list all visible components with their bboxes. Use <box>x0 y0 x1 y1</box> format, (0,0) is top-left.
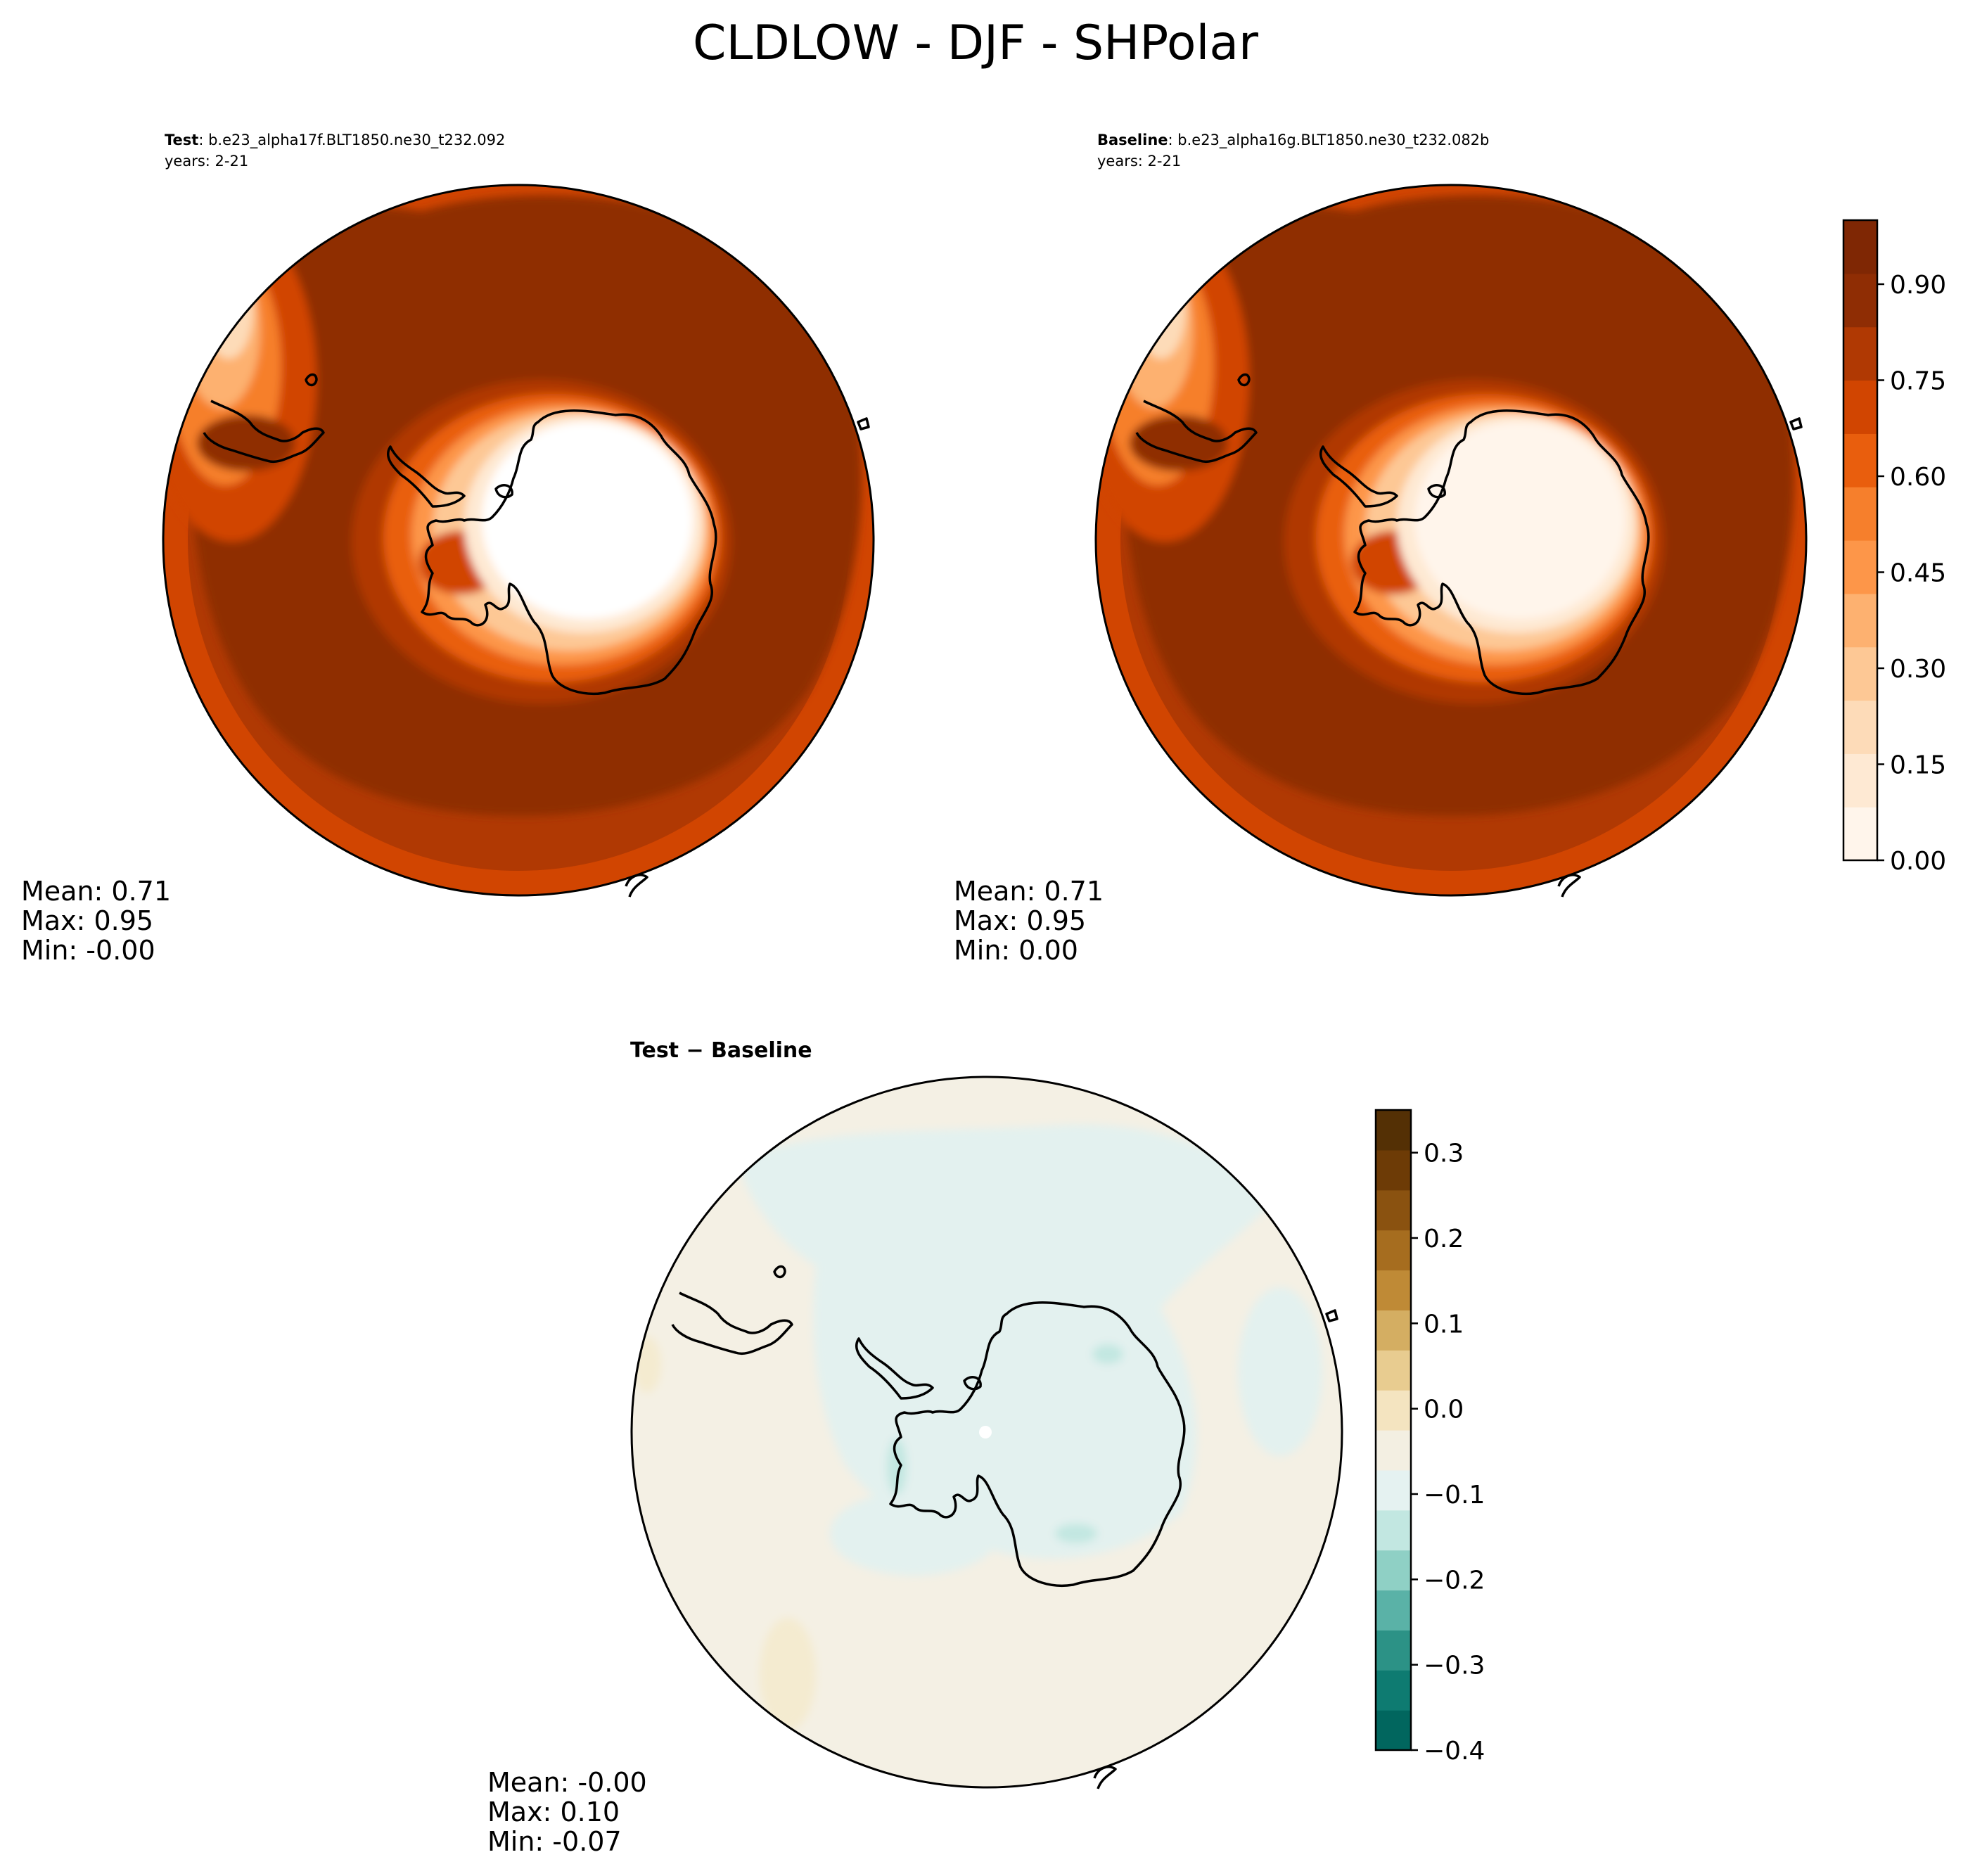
colorbar-main-color-block <box>1843 593 1877 648</box>
colorbar-diff-tick-label: −0.1 <box>1424 1481 1485 1510</box>
baseline-years: years: 2-21 <box>1097 153 1181 170</box>
test-map-boundary <box>162 184 875 897</box>
colorbar-main-color-block <box>1843 326 1877 381</box>
test-min: Min: -0.00 <box>21 935 155 966</box>
diff-title: Test − Baseline <box>630 1038 812 1063</box>
panel-baseline: Baseline: b.e23_alpha16g.BLT1850.ne30_t2… <box>954 132 1808 966</box>
test-case: : b.e23_alpha17f.BLT1850.ne30_t232.092 <box>198 132 505 149</box>
colorbar-diff-color-block <box>1376 1510 1411 1551</box>
colorbar-main-color-block <box>1843 646 1877 701</box>
colorbar-main: 0.00 0.15 0.30 0.45 0.60 0.75 0.90 <box>1842 219 1946 876</box>
colorbar-diff-color-block <box>1376 1270 1411 1310</box>
diff-map-field <box>632 1077 1342 1787</box>
colorbar-diff-frame <box>1374 1109 1412 1751</box>
colorbar-main-color-block <box>1843 220 1877 274</box>
colorbar-diff-tick-label: −0.3 <box>1424 1652 1485 1680</box>
baseline-map-field <box>1096 185 1806 895</box>
colorbar-main-tick-label: 0.90 <box>1890 271 1946 300</box>
baseline-mean: Mean: 0.71 <box>954 876 1104 907</box>
colorbar-diff-color-block <box>1376 1350 1411 1391</box>
colorbar-diff-tick-label: 0.2 <box>1424 1225 1464 1253</box>
colorbar-main-tick-label: 0.45 <box>1890 559 1946 588</box>
test-header: Test: b.e23_alpha17f.BLT1850.ne30_t232.0… <box>165 132 505 149</box>
colorbar-diff-color-block <box>1376 1550 1411 1591</box>
colorbar-diff-color-block <box>1376 1710 1411 1751</box>
test-max: Max: 0.95 <box>21 905 153 936</box>
colorbar-diff-color-block <box>1376 1670 1411 1711</box>
colorbar-diff-tick-label: 0.3 <box>1424 1140 1464 1168</box>
baseline-case: : b.e23_alpha16g.BLT1850.ne30_t232.082b <box>1168 132 1490 149</box>
diff-map-boundary <box>630 1076 1343 1789</box>
colorbar-diff-color-block <box>1376 1469 1411 1511</box>
colorbar-main-color-block <box>1843 380 1877 434</box>
test-label: Test <box>165 132 198 148</box>
diff-min: Min: -0.07 <box>487 1826 622 1857</box>
baseline-label: Baseline <box>1097 132 1168 148</box>
colorbar-diff-color-block <box>1376 1110 1411 1151</box>
colorbar-diff: 0.3 0.2 0.1 0.0 −0.1 −0.2 −0.3 −0.4 <box>1374 1109 1485 1766</box>
colorbar-main-color-block <box>1843 540 1877 594</box>
baseline-max: Max: 0.95 <box>954 905 1086 936</box>
colorbar-diff-color-block <box>1376 1390 1411 1431</box>
colorbar-main-color-block <box>1843 273 1877 328</box>
colorbar-diff-color-block <box>1376 1430 1411 1471</box>
figure-title: CLDLOW - DJF - SHPolar <box>693 15 1258 71</box>
colorbar-diff-tick-label: 0.1 <box>1424 1310 1464 1339</box>
test-mean: Mean: 0.71 <box>21 876 171 907</box>
colorbar-diff-color-block <box>1376 1630 1411 1671</box>
baseline-map-boundary <box>1094 184 1808 897</box>
panel-test: Test: b.e23_alpha17f.BLT1850.ne30_t232.0… <box>21 132 875 966</box>
colorbar-diff-color-block <box>1376 1230 1411 1271</box>
colorbar-main-color-block <box>1843 753 1877 808</box>
colorbar-diff-color-block <box>1376 1310 1411 1351</box>
colorbar-main-color-block <box>1843 433 1877 487</box>
diff-max: Max: 0.10 <box>487 1797 620 1827</box>
colorbar-main-tick-label: 0.30 <box>1890 655 1946 684</box>
colorbar-main-color-block <box>1843 700 1877 754</box>
colorbar-main-tick-label: 0.00 <box>1890 847 1946 876</box>
colorbar-diff-tick-label: 0.0 <box>1424 1396 1464 1424</box>
colorbar-main-color-block <box>1843 807 1877 861</box>
colorbar-diff-tick-label: −0.2 <box>1424 1566 1485 1595</box>
baseline-header: Baseline: b.e23_alpha16g.BLT1850.ne30_t2… <box>1097 132 1489 149</box>
colorbar-main-frame <box>1842 219 1879 862</box>
panel-diff: Test − Baseline Mean: -0.00 Max: 0.10 Mi… <box>487 1038 1343 1857</box>
baseline-min: Min: 0.00 <box>954 935 1078 966</box>
colorbar-diff-color-block <box>1376 1590 1411 1631</box>
colorbar-diff-tick-label: −0.4 <box>1424 1737 1485 1766</box>
colorbar-diff-color-block <box>1376 1189 1411 1231</box>
colorbar-main-tick-label: 0.60 <box>1890 463 1946 492</box>
colorbar-main-color-block <box>1843 487 1877 541</box>
colorbar-main-tick-label: 0.15 <box>1890 751 1946 780</box>
diff-mean: Mean: -0.00 <box>487 1767 647 1798</box>
test-map-field <box>163 185 874 895</box>
test-years: years: 2-21 <box>165 153 248 170</box>
colorbar-diff-color-block <box>1376 1149 1411 1191</box>
colorbar-main-tick-label: 0.75 <box>1890 367 1946 396</box>
